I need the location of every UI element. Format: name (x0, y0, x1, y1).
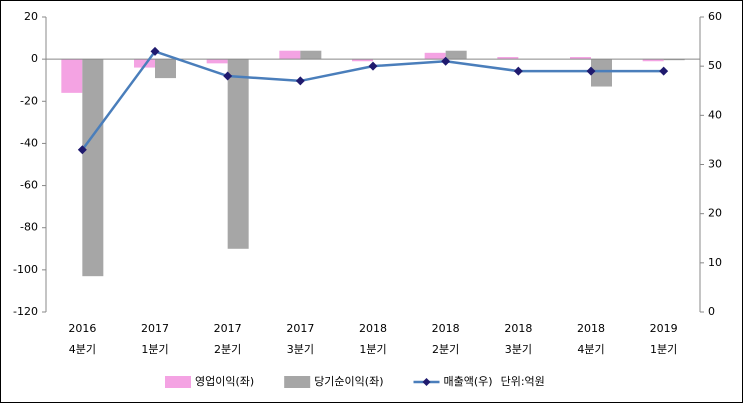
marker (659, 66, 669, 76)
bar (206, 59, 228, 64)
x-tick-label: 2017 (141, 322, 169, 335)
bar (642, 59, 664, 62)
marker (586, 66, 596, 76)
marker (441, 56, 451, 66)
y2-tick-label: 20 (708, 207, 722, 220)
x-tick-label: 4분기 (577, 343, 604, 356)
x-tick-label: 1분기 (141, 343, 168, 356)
marker (513, 66, 523, 76)
annotation: 단위:억원 (501, 375, 545, 388)
y-tick-label: -100 (13, 263, 38, 276)
bar (300, 50, 322, 60)
bar (155, 59, 176, 79)
x-tick-label: 2019 (650, 322, 678, 335)
legend-label: 매출액(우) (444, 375, 493, 388)
y2-tick-label: 10 (708, 256, 722, 269)
x-tick-label: 2017 (286, 322, 314, 335)
x-tick-label: 2분기 (214, 343, 241, 356)
legend-label: 영업이익(좌) (195, 375, 254, 388)
y2-tick-label: 60 (708, 10, 722, 23)
bar (445, 50, 467, 60)
y-tick-label: -120 (13, 305, 38, 318)
bar (497, 57, 519, 60)
bar (352, 59, 373, 62)
marker (223, 71, 233, 81)
y-tick-label: 20 (24, 10, 38, 23)
x-tick-label: 2018 (504, 322, 532, 335)
x-tick-label: 2018 (577, 322, 605, 335)
y-tick-label: -20 (20, 94, 38, 107)
bar (134, 59, 155, 68)
x-tick-label: 2016 (68, 322, 96, 335)
bar (61, 59, 83, 93)
y2-tick-label: 50 (708, 59, 722, 72)
x-tick-label: 2분기 (432, 343, 459, 356)
y2-tick-label: 30 (708, 158, 722, 171)
legend-label: 당기순이익(좌) (314, 375, 383, 388)
x-tick-label: 3분기 (505, 343, 532, 356)
y2-tick-label: 40 (708, 108, 722, 121)
x-tick-label: 4분기 (69, 343, 96, 356)
x-tick-label: 2018 (432, 322, 460, 335)
marker (295, 76, 305, 86)
bar (82, 59, 104, 277)
y-tick-label: -40 (20, 136, 38, 149)
legend-swatch (165, 376, 191, 388)
legend-swatch (284, 376, 311, 388)
legend-swatch (422, 378, 431, 386)
x-tick-label: 2018 (359, 322, 387, 335)
bar (591, 59, 612, 87)
y-tick-label: -60 (20, 179, 38, 192)
bar (424, 52, 446, 60)
bar (279, 50, 301, 60)
marker (368, 61, 378, 71)
x-tick-label: 3분기 (287, 343, 314, 356)
bar (570, 57, 591, 60)
bar (663, 59, 685, 61)
x-tick-label: 2017 (214, 322, 242, 335)
y-tick-label: 0 (31, 52, 38, 65)
bar (227, 59, 249, 249)
x-tick-label: 1분기 (650, 343, 677, 356)
marker (77, 145, 87, 155)
y2-tick-label: 0 (708, 305, 715, 318)
x-tick-label: 1분기 (359, 343, 386, 356)
y-tick-label: -80 (20, 221, 38, 234)
marker (150, 46, 160, 56)
